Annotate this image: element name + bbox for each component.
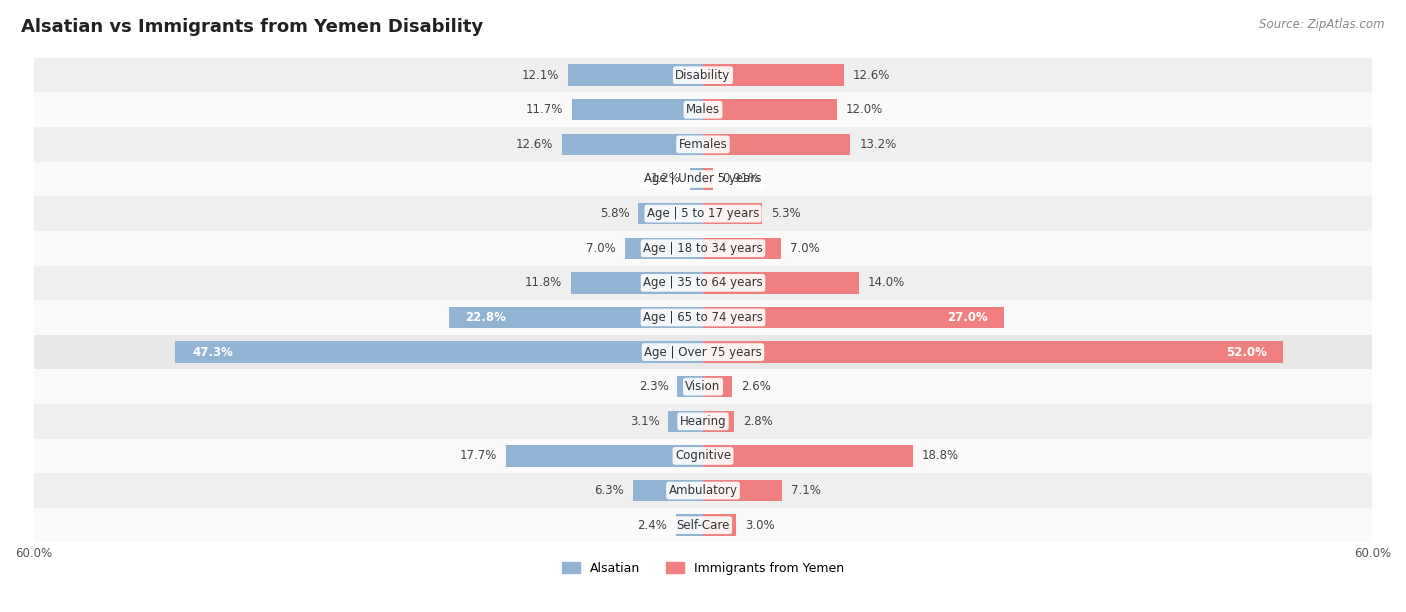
Text: 13.2%: 13.2%	[859, 138, 897, 151]
Legend: Alsatian, Immigrants from Yemen: Alsatian, Immigrants from Yemen	[557, 557, 849, 580]
Bar	[703, 237, 782, 259]
Bar	[703, 203, 762, 225]
Text: 3.0%: 3.0%	[745, 518, 775, 532]
Text: Males: Males	[686, 103, 720, 116]
Text: 7.0%: 7.0%	[790, 242, 820, 255]
Text: 2.8%: 2.8%	[744, 415, 773, 428]
Text: Self-Care: Self-Care	[676, 518, 730, 532]
Text: 2.6%: 2.6%	[741, 380, 770, 393]
Bar	[572, 99, 703, 121]
Bar	[703, 445, 912, 467]
Text: Age | 5 to 17 years: Age | 5 to 17 years	[647, 207, 759, 220]
Text: Females: Females	[679, 138, 727, 151]
Text: Age | 18 to 34 years: Age | 18 to 34 years	[643, 242, 763, 255]
Text: Alsatian vs Immigrants from Yemen Disability: Alsatian vs Immigrants from Yemen Disabi…	[21, 18, 484, 36]
Bar	[633, 480, 703, 501]
Text: Ambulatory: Ambulatory	[668, 484, 738, 497]
Bar	[34, 162, 1372, 196]
Text: 3.1%: 3.1%	[630, 415, 659, 428]
Text: Age | Under 5 years: Age | Under 5 years	[644, 173, 762, 185]
Bar	[34, 473, 1372, 508]
Bar	[34, 335, 1372, 370]
Text: Age | Over 75 years: Age | Over 75 years	[644, 346, 762, 359]
Bar	[703, 64, 844, 86]
Bar	[34, 370, 1372, 404]
Bar	[703, 272, 859, 294]
Bar	[703, 99, 837, 121]
Text: Vision: Vision	[685, 380, 721, 393]
Bar	[703, 341, 1284, 363]
Bar	[176, 341, 703, 363]
Text: 7.0%: 7.0%	[586, 242, 616, 255]
Text: 2.3%: 2.3%	[638, 380, 668, 393]
Text: 0.91%: 0.91%	[723, 173, 759, 185]
Bar	[703, 376, 733, 397]
Text: Source: ZipAtlas.com: Source: ZipAtlas.com	[1260, 18, 1385, 31]
Bar	[34, 196, 1372, 231]
Bar	[678, 376, 703, 397]
Bar	[34, 439, 1372, 473]
Text: 27.0%: 27.0%	[946, 311, 987, 324]
Text: 5.3%: 5.3%	[770, 207, 800, 220]
Text: 11.8%: 11.8%	[526, 277, 562, 289]
Bar	[34, 508, 1372, 542]
Text: 12.0%: 12.0%	[846, 103, 883, 116]
Bar	[668, 411, 703, 432]
Bar	[703, 307, 1004, 328]
Bar	[34, 266, 1372, 300]
Text: 14.0%: 14.0%	[868, 277, 905, 289]
Text: 12.6%: 12.6%	[852, 69, 890, 81]
Text: Disability: Disability	[675, 69, 731, 81]
Text: 22.8%: 22.8%	[465, 311, 506, 324]
Bar	[638, 203, 703, 225]
Text: Age | 35 to 64 years: Age | 35 to 64 years	[643, 277, 763, 289]
Text: 12.1%: 12.1%	[522, 69, 560, 81]
Bar	[34, 404, 1372, 439]
Text: 12.6%: 12.6%	[516, 138, 554, 151]
Bar	[562, 133, 703, 155]
Text: 6.3%: 6.3%	[593, 484, 624, 497]
Bar	[703, 480, 782, 501]
Text: 47.3%: 47.3%	[193, 346, 233, 359]
Text: Age | 65 to 74 years: Age | 65 to 74 years	[643, 311, 763, 324]
Bar	[689, 168, 703, 190]
Text: 18.8%: 18.8%	[922, 449, 959, 463]
Text: Hearing: Hearing	[679, 415, 727, 428]
Bar	[703, 168, 713, 190]
Text: 52.0%: 52.0%	[1226, 346, 1267, 359]
Bar	[34, 92, 1372, 127]
Bar	[568, 64, 703, 86]
Text: 7.1%: 7.1%	[792, 484, 821, 497]
Text: 5.8%: 5.8%	[600, 207, 630, 220]
Bar	[703, 515, 737, 536]
Bar	[624, 237, 703, 259]
Text: 1.2%: 1.2%	[651, 173, 681, 185]
Bar	[506, 445, 703, 467]
Bar	[34, 58, 1372, 92]
Text: 2.4%: 2.4%	[637, 518, 668, 532]
Bar	[676, 515, 703, 536]
Bar	[703, 411, 734, 432]
Bar	[34, 127, 1372, 162]
Bar	[571, 272, 703, 294]
Bar	[34, 231, 1372, 266]
Text: 11.7%: 11.7%	[526, 103, 564, 116]
Bar	[449, 307, 703, 328]
Text: Cognitive: Cognitive	[675, 449, 731, 463]
Text: 17.7%: 17.7%	[460, 449, 496, 463]
Bar	[34, 300, 1372, 335]
Bar	[703, 133, 851, 155]
